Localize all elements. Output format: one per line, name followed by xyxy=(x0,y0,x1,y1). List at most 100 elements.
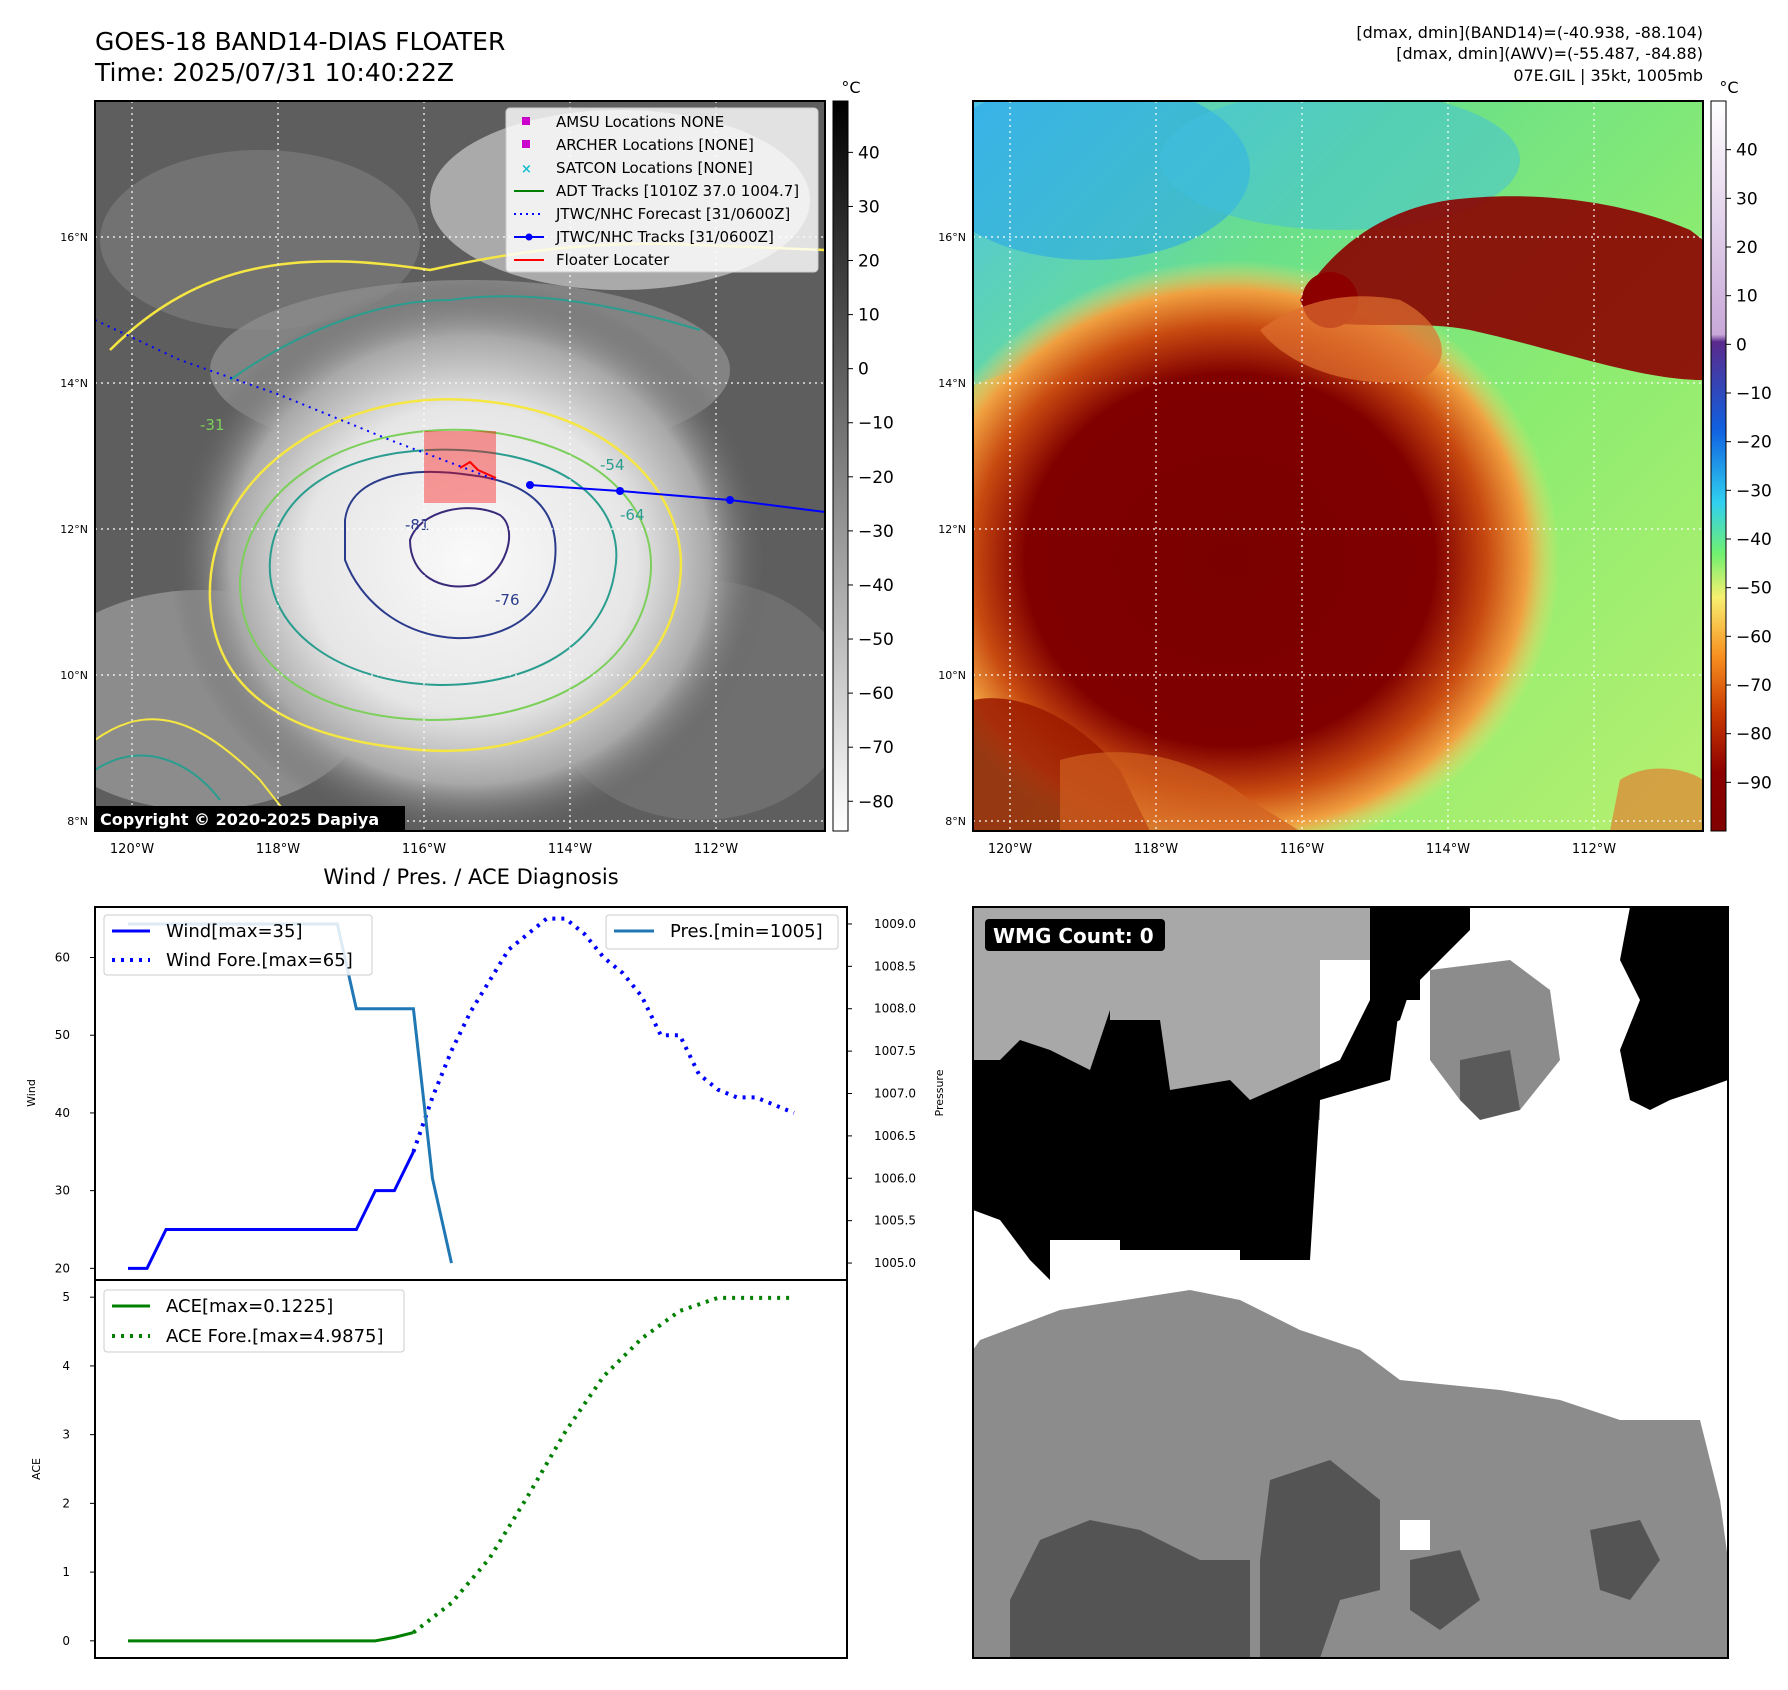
lat-label-16n: 16°N xyxy=(60,231,88,244)
y-tick-label: 50 xyxy=(55,1028,70,1042)
colorbar-tick-label: −70 xyxy=(1736,676,1772,696)
legend-tracks: JTWC/NHC Tracks [31/0600Z] xyxy=(555,228,774,246)
y2-tick-label: 1006.0 xyxy=(874,1171,916,1185)
lon-label-118w-right: 118°W xyxy=(1134,842,1178,857)
lat-label-8n: 8°N xyxy=(67,815,88,828)
lat-label-14n: 14°N xyxy=(60,377,88,390)
y-tick-label: 20 xyxy=(55,1261,70,1275)
ir-map-legend: AMSU Locations NONE ARCHER Locations [NO… xyxy=(505,107,819,273)
colorbar-tick-label: 20 xyxy=(858,252,880,272)
best-track-point xyxy=(616,487,624,495)
wmg-panel: WMG Count: 0 xyxy=(972,906,1729,1659)
colorbar-tick-label: −80 xyxy=(1736,725,1772,745)
legend-archer-marker xyxy=(522,140,530,148)
lat-label-12n: 12°N xyxy=(60,523,88,536)
y-tick-label: 30 xyxy=(55,1184,70,1198)
y-tick-label: 40 xyxy=(55,1106,70,1120)
best-track-point xyxy=(726,496,734,504)
figure-title: GOES-18 BAND14-DIAS FLOATER xyxy=(95,27,505,56)
legend-adt: ADT Tracks [1010Z 37.0 1004.7] xyxy=(556,182,799,200)
pressure-axis-label: Pressure xyxy=(933,1069,946,1116)
colorbar-tick-label: 0 xyxy=(1736,335,1747,355)
colorbar-tick-label: −30 xyxy=(858,522,894,542)
colorbar-tick-label: 10 xyxy=(1736,287,1758,307)
y2-tick-label: 1006.5 xyxy=(874,1129,916,1143)
contour-label-76: -76 xyxy=(495,591,520,609)
best-track xyxy=(529,484,825,513)
y-tick-label: 2 xyxy=(62,1496,70,1510)
y2-tick-label: 1007.0 xyxy=(874,1087,916,1101)
colorbar-tick-label: −80 xyxy=(858,792,894,812)
wmg-count-box xyxy=(985,919,1165,951)
legend-satcon-marker: × xyxy=(521,162,532,177)
legend-archer: ARCHER Locations [NONE] xyxy=(556,136,754,154)
colorbar-tick-label: −60 xyxy=(858,684,894,704)
y2-tick-label: 1008.5 xyxy=(874,959,916,973)
awv-map-image xyxy=(973,101,1703,831)
lat-label-8n-right: 8°N xyxy=(945,815,966,828)
wind-axis-label: Wind xyxy=(25,1079,38,1107)
lat-label-16n-right: 16°N xyxy=(938,231,966,244)
contour-label-64: -64 xyxy=(620,506,645,524)
colorbar-tick-label: −90 xyxy=(1736,773,1772,793)
y2-tick-label: 1007.5 xyxy=(874,1044,916,1058)
contour-label-81: -81 xyxy=(405,516,430,534)
lon-label-116w: 116°W xyxy=(402,842,446,857)
colorbar-tick-label: −40 xyxy=(1736,530,1772,550)
colorbar-tick-label: −20 xyxy=(858,468,894,488)
diagnosis-title: Wind / Pres. / ACE Diagnosis xyxy=(323,865,618,889)
colorbar-left-unit: °C xyxy=(841,78,860,97)
y2-tick-label: 1009.0 xyxy=(874,917,916,931)
colorbar-tick-label: −50 xyxy=(858,630,894,650)
lat-label-10n: 10°N xyxy=(60,669,88,682)
colorbar-left: °C 40 30 20 10 0 −10 −20 −30 −40 −50 −60 −70 −80 xyxy=(832,78,894,832)
best-track-point xyxy=(526,481,534,489)
y-tick-label: 3 xyxy=(62,1428,70,1442)
colorbar-right: °C 40 30 20 10 0 −10 −20 −30 −40 −50 −60 −70 −80 −90 xyxy=(1710,78,1772,832)
lat-label-14n-right: 14°N xyxy=(938,377,966,390)
lon-label-120w: 120°W xyxy=(110,842,154,857)
series-ace xyxy=(128,1631,414,1643)
colorbar-tick-label: −40 xyxy=(858,576,894,596)
awv-map-panel: 16°N 14°N 12°N 10°N 8°N 120°W 118°W 116°… xyxy=(938,100,1704,857)
wind-legend: Wind[max=35] Wind Fore.[max=65] xyxy=(103,914,373,976)
contour-navy xyxy=(344,471,557,640)
copyright: Copyright © 2020-2025 Dapiya xyxy=(100,810,379,829)
colorbar-tick-label: 40 xyxy=(858,143,880,163)
copyright-box xyxy=(95,806,405,831)
legend-ace: ACE[max=0.1225] xyxy=(166,1296,333,1317)
forecast-track xyxy=(95,319,497,481)
colorbar-tick-label: −70 xyxy=(858,738,894,758)
y2-tick-label: 1005.5 xyxy=(874,1214,916,1228)
colorbar-tick-label: 10 xyxy=(858,306,880,326)
y2-tick-label: 1008.0 xyxy=(874,1002,916,1016)
colorbar-tick-label: 40 xyxy=(1736,141,1758,161)
info-band14: [dmax, dmin](BAND14)=(-40.938, -88.104) xyxy=(1356,23,1703,42)
lon-label-120w-right: 120°W xyxy=(988,842,1032,857)
legend-ace-forecast: ACE Fore.[max=4.9875] xyxy=(166,1326,384,1347)
y-tick-label: 5 xyxy=(62,1290,70,1304)
y2-tick-label: 1005.0 xyxy=(874,1256,916,1270)
ace-chart: ACE 5 4 3 2 1 0 ACE[max=0.1225] ACE Fore.[max… xyxy=(30,1279,848,1659)
ir-map-panel: -81 -76 -64 -54 -31 xyxy=(60,100,826,857)
colorbar-tick-label: −10 xyxy=(858,414,894,434)
legend-amsu: AMSU Locations NONE xyxy=(556,113,724,131)
floater-locater-track xyxy=(459,460,497,479)
ace-legend: ACE[max=0.1225] ACE Fore.[max=4.9875] xyxy=(103,1289,405,1353)
figure-time: Time: 2025/07/31 10:40:22Z xyxy=(94,58,454,87)
y-tick-label: 1 xyxy=(62,1565,70,1579)
pressure-legend: Pres.[min=1005] xyxy=(605,914,839,950)
colorbar-tick-label: −50 xyxy=(1736,579,1772,599)
contour-green xyxy=(238,428,653,722)
colorbar-tick-label: 20 xyxy=(1736,238,1758,258)
colorbar-tick-label: −30 xyxy=(1736,481,1772,501)
colorbar-tick-label: −10 xyxy=(1736,384,1772,404)
wmg-count: WMG Count: 0 xyxy=(993,924,1154,948)
legend-floater: Floater Locater xyxy=(556,251,670,269)
colorbar-tick-label: −20 xyxy=(1736,433,1772,453)
colorbar-tick-label: 30 xyxy=(858,197,880,217)
legend-forecast: JTWC/NHC Forecast [31/0600Z] xyxy=(555,205,790,223)
lon-label-116w-right: 116°W xyxy=(1280,842,1324,857)
legend-satcon: SATCON Locations [NONE] xyxy=(556,159,753,177)
